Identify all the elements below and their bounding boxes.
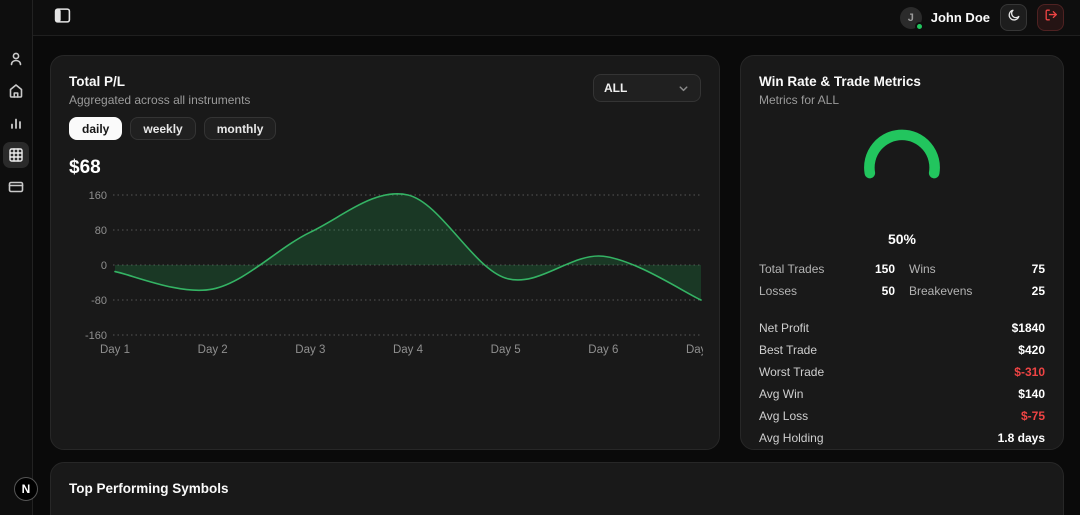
theme-toggle-button[interactable] <box>1000 4 1027 31</box>
nextjs-dev-badge[interactable]: N <box>14 477 38 501</box>
svg-text:Day 5: Day 5 <box>491 344 521 356</box>
svg-text:80: 80 <box>95 225 107 237</box>
sidebar-item-home[interactable] <box>3 78 29 104</box>
main-content: Total P/L Aggregated across all instrume… <box>33 37 1080 515</box>
svg-text:Day 7: Day 7 <box>686 344 703 356</box>
win-rate-value: 50% <box>887 231 917 247</box>
top-symbols-card: Top Performing Symbols 200 <box>50 462 1064 515</box>
home-icon <box>8 83 24 99</box>
trade-stats-grid: Total Trades 150 Wins 75 Losses 50 Break… <box>759 262 1045 298</box>
win-rate-card: Win Rate & Trade Metrics Metrics for ALL… <box>740 55 1064 450</box>
total-pl-value: $68 <box>69 157 101 178</box>
top-header: J John Doe <box>33 0 1080 36</box>
stat-breakevens: Breakevens 25 <box>909 284 1045 298</box>
gauge-arc <box>864 129 940 179</box>
pl-card-title: Total P/L <box>69 74 125 89</box>
pl-card-subtitle: Aggregated across all instruments <box>69 93 251 107</box>
detail-avg-holding: Avg Holding 1.8 days <box>759 431 1045 445</box>
svg-text:Day 3: Day 3 <box>295 344 325 356</box>
sidebar-item-dashboard[interactable] <box>3 142 29 168</box>
avatar-initial: J <box>907 11 914 24</box>
svg-text:0: 0 <box>101 260 107 272</box>
metrics-detail-list: Net Profit $1840 Best Trade $420 Worst T… <box>759 321 1045 445</box>
svg-text:Day 1: Day 1 <box>100 344 130 356</box>
tab-weekly[interactable]: weekly <box>130 117 196 140</box>
svg-text:Day 2: Day 2 <box>198 344 228 356</box>
symbols-card-title: Top Performing Symbols <box>69 481 229 496</box>
detail-avg-win: Avg Win $140 <box>759 387 1045 401</box>
svg-text:160: 160 <box>89 190 107 202</box>
stat-losses: Losses 50 <box>759 284 895 298</box>
detail-best-trade: Best Trade $420 <box>759 343 1045 357</box>
grid-icon <box>8 147 24 163</box>
stat-wins: Wins 75 <box>909 262 1045 276</box>
user-name: John Doe <box>930 10 990 25</box>
online-status-dot <box>914 21 924 31</box>
symbols-bar-chart: 200 <box>69 508 1045 515</box>
user-menu[interactable]: J John Doe <box>899 6 990 31</box>
sidebar <box>0 0 33 515</box>
detail-avg-loss: Avg Loss $-75 <box>759 409 1045 423</box>
user-icon <box>8 51 24 67</box>
detail-net-profit: Net Profit $1840 <box>759 321 1045 335</box>
svg-text:Day 6: Day 6 <box>588 344 618 356</box>
logout-button[interactable] <box>1037 4 1064 31</box>
pl-area-chart: 160 80 0 -80 -160 Day 1 Day 2 Day 3 Day 4 Day 5 Da… <box>69 187 716 364</box>
metrics-card-title: Win Rate & Trade Metrics <box>759 74 921 89</box>
moon-icon <box>1007 8 1021 27</box>
chevron-down-icon <box>677 82 690 95</box>
instrument-filter-select[interactable]: ALL <box>593 74 701 102</box>
credit-card-icon <box>8 179 24 195</box>
total-pl-card: Total P/L Aggregated across all instrume… <box>50 55 720 450</box>
svg-text:-160: -160 <box>85 330 107 342</box>
pl-chart-svg: 160 80 0 -80 -160 Day 1 Day 2 Day 3 Day 4 Day 5 Da… <box>85 190 716 356</box>
sidebar-item-analytics[interactable] <box>3 110 29 136</box>
svg-text:Day 4: Day 4 <box>393 344 424 356</box>
instrument-filter-value: ALL <box>604 81 628 95</box>
win-rate-gauge <box>759 123 1045 185</box>
bar-chart-icon <box>8 115 24 131</box>
sidebar-toggle-button[interactable] <box>54 7 71 29</box>
sidebar-item-profile[interactable] <box>3 46 29 72</box>
svg-text:-80: -80 <box>91 295 107 307</box>
logout-icon <box>1044 8 1058 27</box>
stat-total-trades: Total Trades 150 <box>759 262 895 276</box>
period-tabs: daily weekly monthly <box>69 117 701 140</box>
sidebar-item-accounts[interactable] <box>3 174 29 200</box>
avatar: J <box>899 6 924 31</box>
tab-monthly[interactable]: monthly <box>203 117 277 140</box>
panel-left-icon <box>54 7 71 29</box>
detail-worst-trade: Worst Trade $-310 <box>759 365 1045 379</box>
metrics-card-subtitle: Metrics for ALL <box>759 93 840 107</box>
tab-daily[interactable]: daily <box>69 117 123 140</box>
